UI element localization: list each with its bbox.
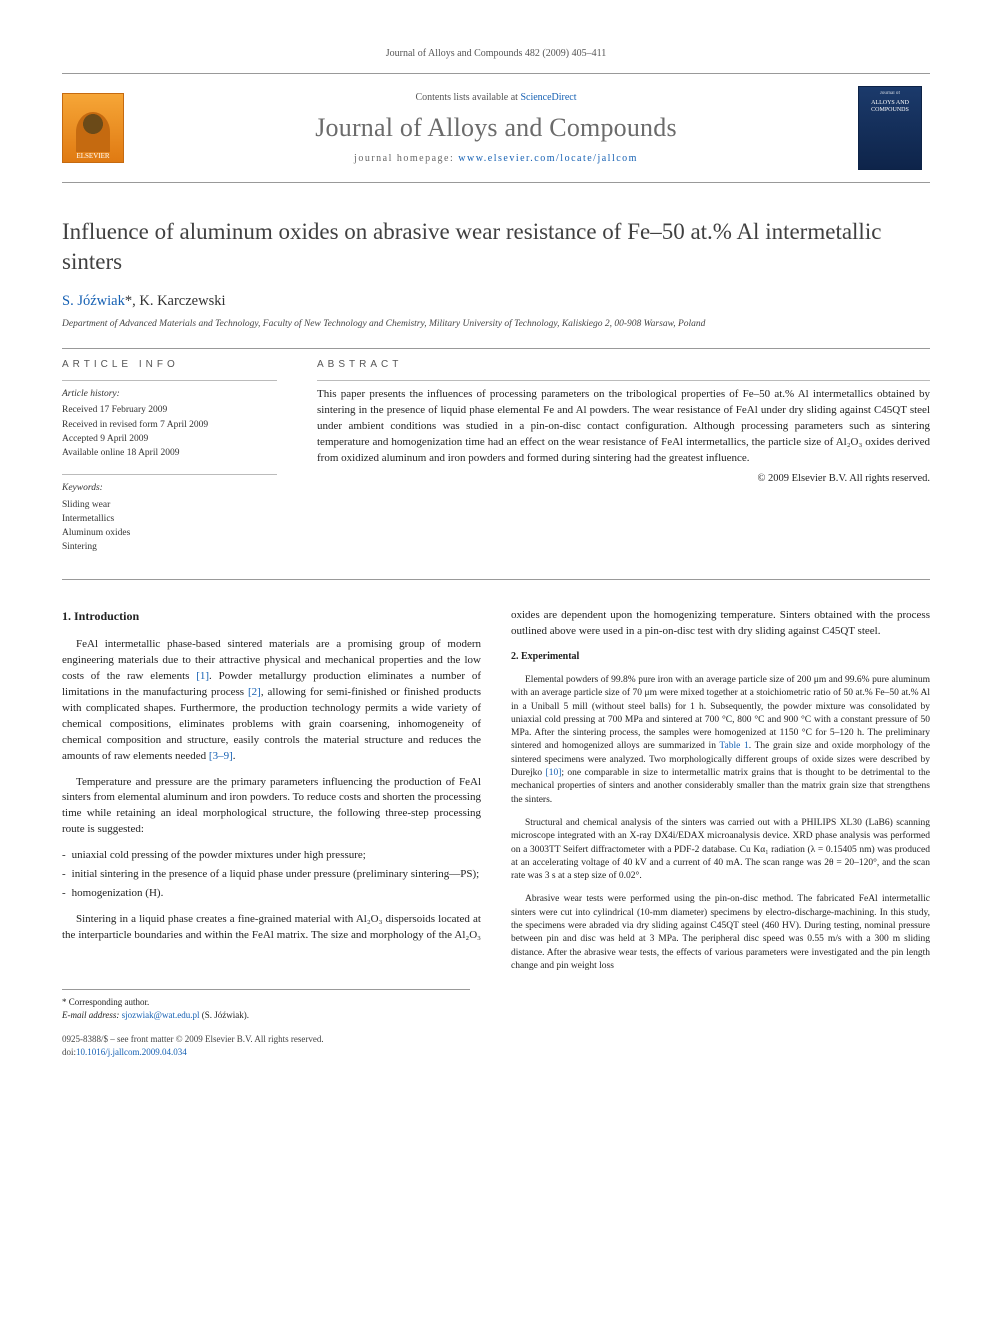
body-columns: 1. Introduction FeAl intermetallic phase… [62, 608, 930, 974]
affiliation: Department of Advanced Materials and Tec… [62, 318, 930, 330]
article-info-col: ARTICLE INFO Article history: Received 1… [62, 359, 277, 569]
article-history: Article history: Received 17 February 20… [62, 380, 277, 460]
abstract-col: ABSTRACT This paper presents the influen… [317, 359, 930, 569]
list-item: -uniaxial cold pressing of the powder mi… [62, 848, 481, 864]
info-abstract-row: ARTICLE INFO Article history: Received 1… [62, 348, 930, 569]
cover-top: Journal of [861, 91, 919, 96]
keyword-2: Intermetallics [62, 512, 277, 526]
ref-10[interactable]: [10] [546, 768, 562, 778]
front-matter-line: 0925-8388/$ – see front matter © 2009 El… [62, 1033, 930, 1046]
corr-sup: * [125, 293, 132, 309]
table-1-link[interactable]: Table 1 [719, 741, 748, 751]
history-accepted: Accepted 9 April 2009 [62, 432, 277, 446]
ref-1[interactable]: [1] [196, 670, 209, 682]
keyword-4: Sintering [62, 540, 277, 554]
masthead-right: Journal of ALLOYS AND COMPOUNDS [858, 86, 930, 170]
author-2: , K. Karczewski [132, 293, 225, 309]
article-title: Influence of aluminum oxides on abrasive… [62, 217, 930, 277]
process-steps-list: -uniaxial cold pressing of the powder mi… [62, 848, 481, 902]
keywords-block: Keywords: Sliding wear Intermetallics Al… [62, 474, 277, 554]
email-line: E-mail address: sjozwiak@wat.edu.pl (S. … [62, 1009, 470, 1022]
ref-3-9[interactable]: [3–9] [209, 750, 233, 762]
abstract-head: ABSTRACT [317, 359, 930, 370]
intro-p1d: . [233, 750, 236, 762]
doi-block: 0925-8388/$ – see front matter © 2009 El… [62, 1033, 930, 1058]
divider [62, 579, 930, 580]
history-label: Article history: [62, 387, 277, 401]
dash-icon: - [62, 848, 66, 864]
step-3: homogenization (H). [72, 886, 164, 902]
journal-name: Journal of Alloys and Compounds [152, 113, 840, 143]
keywords-label: Keywords: [62, 481, 277, 495]
step-1: uniaxial cold pressing of the powder mix… [72, 848, 366, 864]
masthead-center: Contents lists available at ScienceDirec… [152, 92, 840, 164]
history-online: Available online 18 April 2009 [62, 446, 277, 460]
list-item: -initial sintering in the presence of a … [62, 867, 481, 883]
exp-p1a: Elemental powders of 99.8% pure iron wit… [511, 675, 930, 751]
author-link-1[interactable]: S. Jóźwiak [62, 293, 125, 309]
dash-icon: - [62, 886, 66, 902]
contents-line: Contents lists available at ScienceDirec… [152, 92, 840, 103]
publisher-logo-wrap: ELSEVIER [62, 93, 134, 163]
step-2: initial sintering in the presence of a l… [72, 867, 480, 883]
doi-line: doi:10.1016/j.jallcom.2009.04.034 [62, 1046, 930, 1059]
sciencedirect-link[interactable]: ScienceDirect [520, 92, 576, 103]
exp-p1c: ; one comparable in size to intermetalli… [511, 768, 930, 805]
keyword-1: Sliding wear [62, 498, 277, 512]
email-link[interactable]: sjozwiak@wat.edu.pl [122, 1010, 200, 1020]
footnotes: * Corresponding author. E-mail address: … [62, 989, 470, 1021]
abstract-copyright: © 2009 Elsevier B.V. All rights reserved… [317, 473, 930, 484]
email-suffix: (S. Jóźwiak). [199, 1010, 249, 1020]
abstract-text: This paper presents the influences of pr… [317, 380, 930, 467]
elsevier-tree-icon [76, 112, 110, 152]
elsevier-label: ELSEVIER [76, 152, 109, 160]
section-2-head: 2. Experimental [511, 650, 930, 665]
contents-prefix: Contents lists available at [415, 92, 520, 103]
authors: S. Jóźwiak*, K. Karczewski [62, 293, 930, 310]
history-received: Received 17 February 2009 [62, 403, 277, 417]
journal-cover-thumb: Journal of ALLOYS AND COMPOUNDS [858, 86, 922, 170]
doi-link[interactable]: 10.1016/j.jallcom.2009.04.034 [76, 1047, 187, 1057]
masthead: ELSEVIER Contents lists available at Sci… [62, 73, 930, 183]
homepage-prefix: journal homepage: [354, 153, 458, 164]
history-revised: Received in revised form 7 April 2009 [62, 418, 277, 432]
section-1-head: 1. Introduction [62, 608, 481, 625]
corresponding-author: * Corresponding author. [62, 996, 470, 1009]
list-item: -homogenization (H). [62, 886, 481, 902]
keyword-3: Aluminum oxides [62, 526, 277, 540]
intro-p2: Temperature and pressure are the primary… [62, 775, 481, 839]
running-head: Journal of Alloys and Compounds 482 (200… [62, 48, 930, 59]
ref-2[interactable]: [2] [248, 686, 261, 698]
email-label: E-mail address: [62, 1010, 122, 1020]
intro-p1: FeAl intermetallic phase-based sintered … [62, 637, 481, 765]
homepage-line: journal homepage: www.elsevier.com/locat… [152, 153, 840, 164]
exp-p3: Abrasive wear tests were performed using… [511, 893, 930, 973]
cover-title: ALLOYS AND COMPOUNDS [861, 100, 919, 114]
elsevier-logo: ELSEVIER [62, 93, 124, 163]
exp-p2: Structural and chemical analysis of the … [511, 817, 930, 883]
homepage-link[interactable]: www.elsevier.com/locate/jallcom [458, 153, 638, 164]
exp-p1: Elemental powders of 99.8% pure iron wit… [511, 674, 930, 807]
doi-prefix: doi: [62, 1047, 76, 1057]
article-info-head: ARTICLE INFO [62, 359, 277, 370]
dash-icon: - [62, 867, 66, 883]
